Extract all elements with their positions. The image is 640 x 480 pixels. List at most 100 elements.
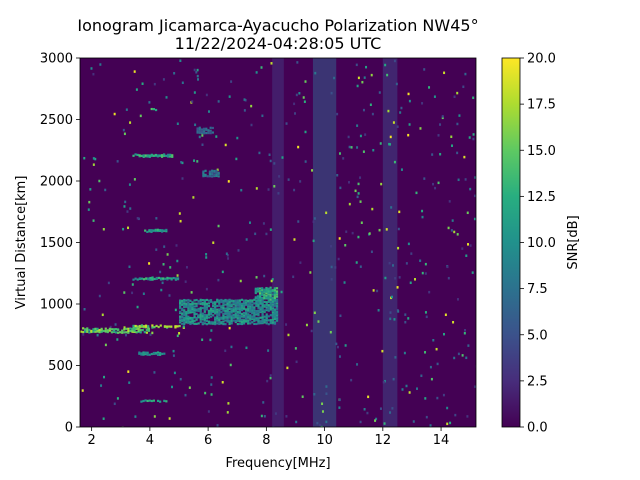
echo-cell [253, 316, 256, 319]
noise-cell [463, 331, 466, 335]
noise-cell [262, 222, 265, 225]
echo-cell [134, 326, 137, 329]
echo-cell [185, 305, 188, 308]
echo-cell [263, 289, 266, 292]
noise-cell [153, 371, 156, 374]
echo-cell [218, 312, 221, 315]
noise-cell [319, 423, 322, 427]
echo-cell [179, 299, 182, 302]
echo-cell [86, 330, 89, 333]
echo-cell [86, 328, 89, 332]
echo-cell [263, 305, 266, 308]
echo-cell [242, 301, 246, 305]
echo-cell [226, 304, 229, 307]
echo-cell [94, 330, 97, 333]
noise-cell [311, 169, 314, 172]
echo-cell [271, 307, 275, 310]
echo-cell [144, 229, 147, 232]
noise-cell [388, 261, 391, 265]
noise-cell [221, 270, 224, 274]
echo-cell [249, 319, 252, 322]
noise-cell [122, 128, 125, 132]
echo-cell [232, 316, 235, 319]
noise-cell [293, 188, 296, 192]
echo-cell [140, 400, 143, 403]
echo-cell [267, 309, 270, 312]
echo-cell [230, 319, 233, 322]
echo-cell [123, 331, 126, 334]
x-axis: 2 4 6 8 10 12 14 [88, 427, 449, 448]
echo-cell [269, 308, 272, 311]
noise-cell [473, 217, 476, 221]
noise-cell [176, 259, 179, 263]
echo-cell [172, 276, 175, 280]
noise-cell [393, 318, 396, 321]
echo-cell [232, 319, 235, 322]
echo-cell [110, 328, 114, 331]
echo-cell [135, 331, 138, 334]
noise-cell [280, 290, 283, 294]
noise-cell [336, 112, 339, 116]
echo-cell [163, 229, 166, 232]
echo-cell [127, 331, 130, 334]
noise-cell [210, 383, 213, 386]
noise-cell [357, 76, 360, 80]
noise-cell [207, 110, 210, 113]
noise-cell [380, 182, 383, 186]
noise-cell [451, 144, 454, 147]
noise-cell [446, 422, 449, 426]
echo-cell [84, 328, 87, 331]
noise-cell [452, 320, 455, 324]
colorbar: 0.0 2.5 5.0 7.5 10.0 12.5 15.0 17.5 20.0 SNR[dB] [501, 52, 581, 436]
colorbar-gradient [501, 57, 521, 428]
echo-cell [213, 173, 216, 176]
echo-cell [261, 302, 264, 305]
noise-cell [374, 419, 377, 422]
echo-cell [152, 108, 155, 111]
echo-cell [146, 230, 149, 234]
echo-cell [220, 298, 223, 302]
noise-cell [370, 250, 373, 254]
noise-cell [391, 407, 394, 410]
echo-cell [156, 351, 160, 354]
echo-cell [236, 312, 239, 316]
echo-cell [134, 277, 137, 280]
echo-cell [220, 322, 223, 325]
echo-cell [156, 353, 160, 356]
noise-cell [436, 396, 439, 400]
noise-cell [184, 280, 187, 283]
noise-cell [321, 410, 324, 413]
noise-cell [192, 196, 195, 199]
echo-cell [275, 308, 279, 311]
noise-cell [366, 411, 369, 415]
noise-cell [421, 102, 424, 105]
echo-cell [182, 326, 185, 329]
echo-cell [202, 170, 205, 173]
echo-cell [183, 309, 186, 312]
noise-cell [435, 347, 438, 351]
noise-cell [271, 278, 274, 281]
echo-cell [228, 319, 231, 322]
noise-cell [456, 298, 459, 301]
colorbar-tick-label: 10.0 [527, 236, 556, 251]
echo-cell [148, 229, 151, 232]
echo-cell [195, 298, 198, 302]
noise-cell [351, 231, 354, 235]
echo-cell [179, 302, 182, 305]
echo-cell [199, 307, 202, 311]
noise-cell [163, 245, 166, 248]
noise-cell [415, 191, 418, 195]
echo-cell [275, 310, 279, 314]
echo-cell [265, 319, 268, 322]
noise-cell [304, 160, 307, 163]
echo-cell [205, 305, 209, 308]
noise-cell [113, 112, 116, 116]
noise-cell [229, 363, 232, 367]
noise-cell [359, 134, 362, 138]
echo-cell [257, 317, 260, 320]
echo-cell [242, 304, 246, 307]
noise-cell [472, 133, 475, 136]
noise-cell [441, 116, 444, 120]
echo-cell [271, 310, 275, 314]
echo-cell [261, 296, 264, 299]
